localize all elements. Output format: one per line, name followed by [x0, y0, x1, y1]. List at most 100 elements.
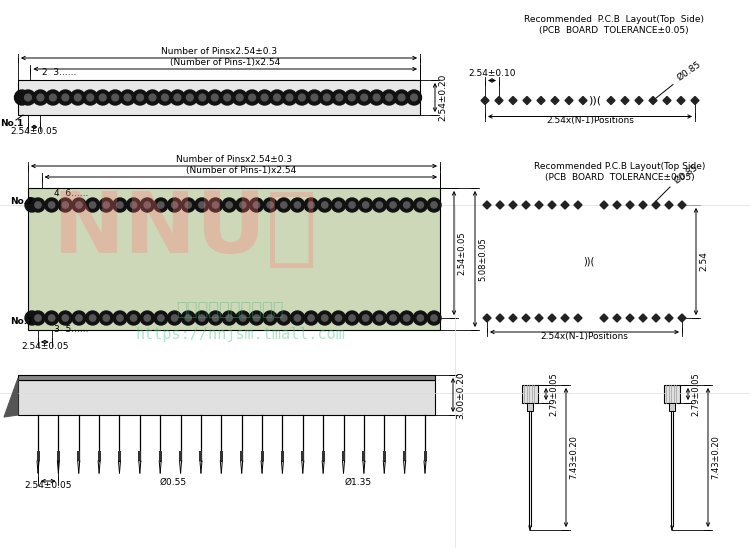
Circle shape: [76, 202, 82, 208]
Bar: [18, 375, 435, 380]
Circle shape: [400, 198, 414, 212]
Circle shape: [332, 198, 346, 212]
Polygon shape: [677, 96, 685, 105]
Polygon shape: [607, 96, 615, 105]
Text: Recommended P.C.B Layout(Top Side): Recommended P.C.B Layout(Top Side): [534, 162, 706, 171]
Text: No.2: No.2: [10, 197, 33, 207]
Circle shape: [222, 311, 236, 325]
Circle shape: [295, 90, 310, 105]
Circle shape: [20, 90, 35, 105]
Bar: [362, 451, 365, 461]
Circle shape: [417, 315, 424, 321]
Circle shape: [76, 315, 82, 321]
Circle shape: [120, 90, 135, 105]
Text: 4  6......: 4 6......: [54, 189, 88, 198]
Circle shape: [344, 90, 359, 105]
Circle shape: [220, 90, 235, 105]
Bar: [37, 451, 40, 461]
Bar: [669, 403, 675, 411]
Polygon shape: [621, 96, 629, 105]
Circle shape: [127, 311, 140, 325]
Circle shape: [386, 198, 400, 212]
Circle shape: [280, 315, 287, 321]
Bar: [382, 451, 386, 461]
Circle shape: [113, 198, 127, 212]
Circle shape: [294, 315, 301, 321]
Polygon shape: [537, 96, 545, 105]
Circle shape: [58, 90, 73, 105]
Circle shape: [269, 90, 284, 105]
Circle shape: [406, 90, 422, 105]
Circle shape: [49, 202, 55, 208]
Circle shape: [400, 311, 414, 325]
Circle shape: [149, 94, 156, 101]
Polygon shape: [639, 314, 647, 322]
Text: ))(: ))(: [589, 95, 602, 106]
Circle shape: [130, 202, 136, 208]
Circle shape: [373, 198, 386, 212]
Polygon shape: [483, 201, 491, 209]
Circle shape: [236, 94, 243, 101]
Circle shape: [25, 94, 32, 101]
Circle shape: [417, 202, 424, 208]
Polygon shape: [600, 201, 608, 209]
Text: Ø0.85: Ø0.85: [672, 162, 700, 185]
Text: 2.54±0.20: 2.54±0.20: [438, 74, 447, 121]
Bar: [118, 451, 121, 461]
Text: Ø0.85: Ø0.85: [675, 60, 703, 83]
Circle shape: [398, 94, 405, 101]
Circle shape: [144, 202, 151, 208]
Circle shape: [280, 202, 287, 208]
Text: 2.54±0.05: 2.54±0.05: [10, 127, 58, 136]
Polygon shape: [574, 201, 582, 209]
Circle shape: [322, 315, 328, 321]
Text: (PCB  BOARD  TOLERANCE±0.05): (PCB BOARD TOLERANCE±0.05): [545, 173, 694, 182]
Circle shape: [335, 315, 341, 321]
Circle shape: [386, 94, 392, 101]
Polygon shape: [496, 314, 504, 322]
Circle shape: [226, 315, 232, 321]
Circle shape: [187, 94, 194, 101]
Text: 7.43±0.20: 7.43±0.20: [569, 436, 578, 480]
Text: https://nnjsm.tmall.com: https://nnjsm.tmall.com: [135, 328, 345, 342]
Polygon shape: [509, 201, 517, 209]
Polygon shape: [495, 96, 503, 105]
Circle shape: [182, 311, 195, 325]
Circle shape: [250, 311, 263, 325]
Circle shape: [199, 202, 205, 208]
Bar: [404, 451, 406, 461]
Circle shape: [154, 198, 168, 212]
Circle shape: [332, 311, 346, 325]
Circle shape: [140, 198, 154, 212]
Polygon shape: [4, 378, 18, 417]
Circle shape: [358, 311, 373, 325]
Circle shape: [345, 198, 359, 212]
Circle shape: [430, 202, 437, 208]
Circle shape: [209, 198, 223, 212]
Text: 2.54x(N-1)Positions: 2.54x(N-1)Positions: [546, 117, 634, 125]
Text: 3.00±0.20: 3.00±0.20: [456, 371, 465, 419]
Circle shape: [195, 198, 208, 212]
Text: 2.54x(N-1)Positions: 2.54x(N-1)Positions: [541, 332, 628, 341]
Circle shape: [361, 94, 368, 101]
Polygon shape: [652, 314, 660, 322]
Circle shape: [45, 198, 58, 212]
Circle shape: [172, 202, 178, 208]
Bar: [138, 451, 141, 461]
Circle shape: [320, 90, 334, 105]
Circle shape: [31, 198, 45, 212]
Polygon shape: [678, 201, 686, 209]
Circle shape: [226, 202, 232, 208]
Bar: [664, 385, 680, 403]
Circle shape: [158, 90, 172, 105]
Polygon shape: [496, 201, 504, 209]
Circle shape: [62, 202, 68, 208]
Circle shape: [33, 90, 48, 105]
Circle shape: [74, 94, 81, 101]
Circle shape: [249, 94, 256, 101]
Text: 7.43±0.20: 7.43±0.20: [711, 436, 720, 480]
Circle shape: [199, 94, 206, 101]
Circle shape: [362, 202, 369, 208]
Text: 2.54±0.10: 2.54±0.10: [468, 70, 516, 78]
Polygon shape: [522, 314, 530, 322]
